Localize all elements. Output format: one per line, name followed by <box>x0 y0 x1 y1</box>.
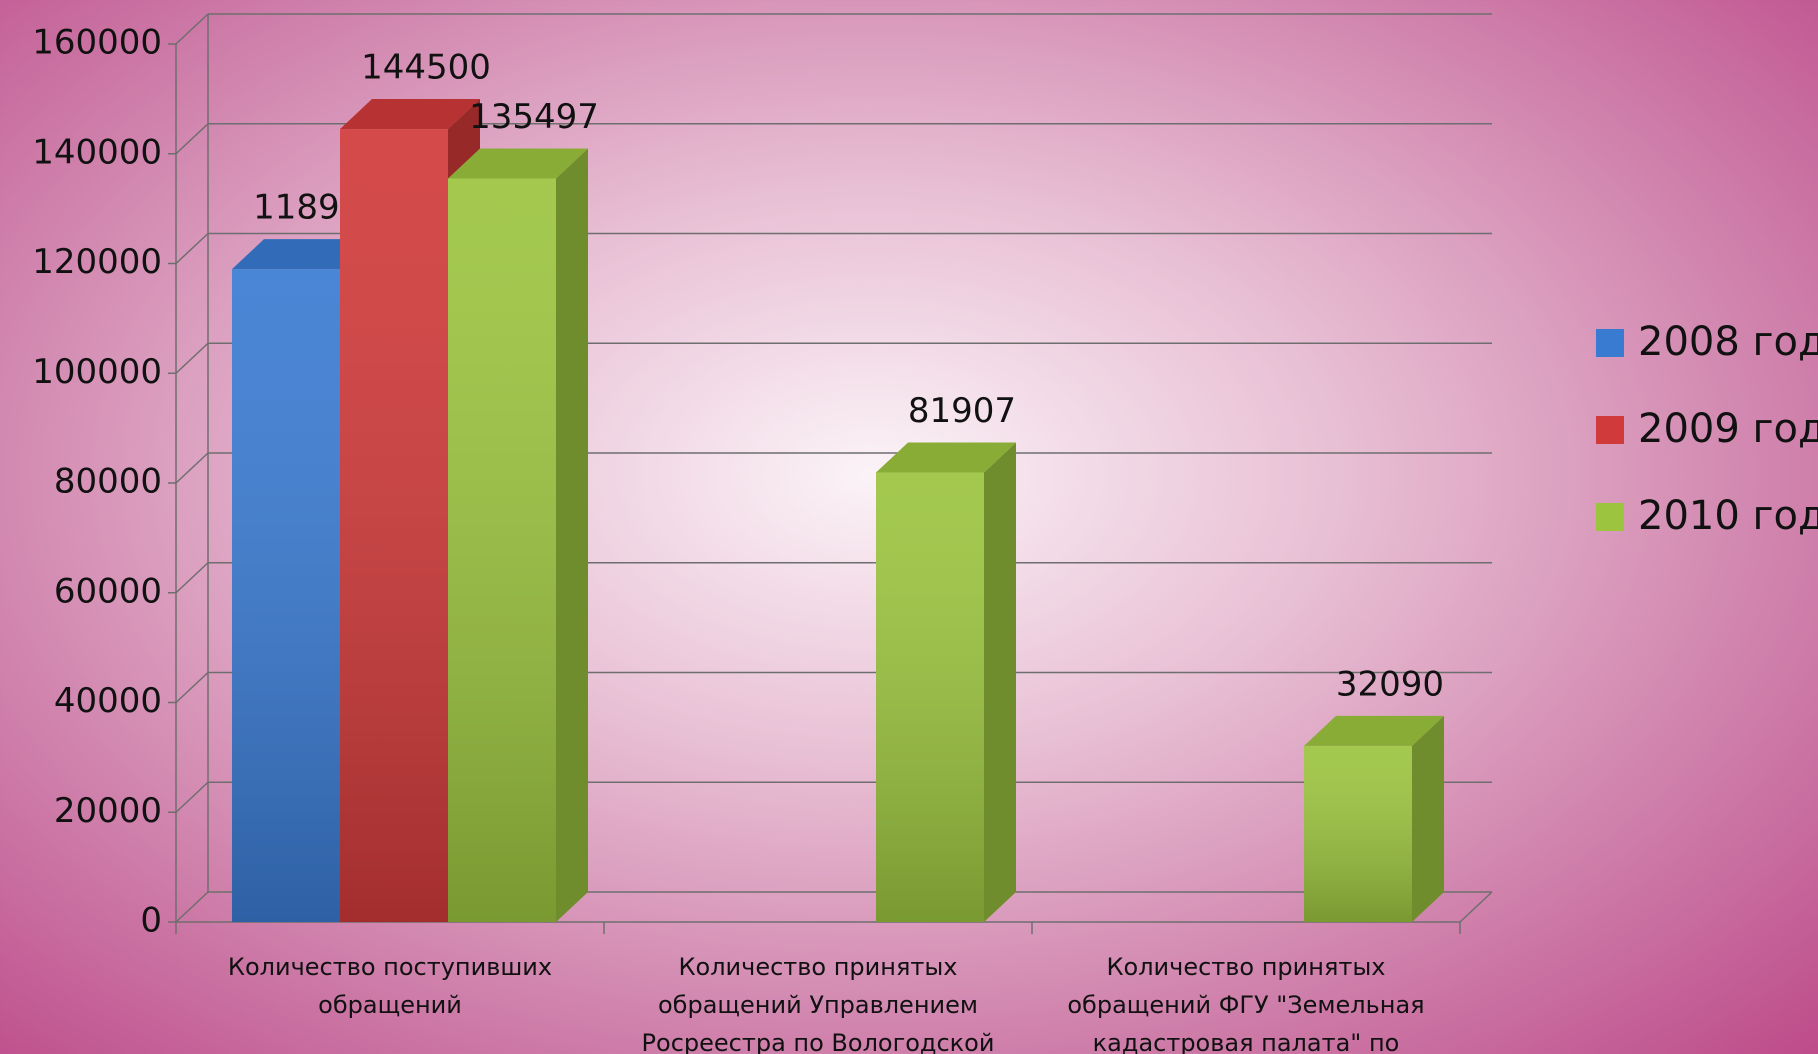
y-tick-label: 20000 <box>54 791 162 831</box>
data-label: 135497 <box>469 97 599 137</box>
bar-front-shade <box>876 472 984 922</box>
bar-side <box>984 442 1016 922</box>
grid-line-side <box>175 671 209 704</box>
legend-label: 2008 год <box>1638 319 1818 365</box>
legend-swatch <box>1596 329 1624 357</box>
grid-line-side <box>175 562 209 594</box>
grid-line-side <box>175 123 209 155</box>
grid-line-side <box>175 781 209 813</box>
bar-front-shade <box>448 178 556 922</box>
grid-line-side <box>175 452 209 484</box>
grid-line-side <box>175 13 209 45</box>
x-tick-label: Количество принятых обращений Управление… <box>641 953 995 1054</box>
y-tick-label: 100000 <box>32 352 162 392</box>
legend-label: 2010 год <box>1638 493 1818 539</box>
bar-side <box>556 148 588 922</box>
bar-front-shade <box>232 269 340 922</box>
y-tick-label: 160000 <box>32 23 162 63</box>
bar-side-shade <box>984 442 1016 922</box>
bar-front-shade <box>340 129 448 922</box>
bar-side-shade <box>556 148 588 922</box>
bar-top-shade <box>340 99 480 130</box>
x-tick-label: Количество принятых обращений ФГУ "Земел… <box>1067 953 1425 1054</box>
x-tick-label: Количество поступивших обращений <box>227 953 553 1019</box>
bar-top <box>876 442 1016 473</box>
bar-side <box>1412 715 1444 922</box>
bar-top-shade <box>1304 715 1444 746</box>
y-tick-label: 140000 <box>32 132 162 172</box>
legend-swatch <box>1596 503 1624 531</box>
bar-top-shade <box>876 442 1016 473</box>
floor-edge <box>1459 891 1493 923</box>
grid-line-side <box>175 891 209 923</box>
bar-top <box>1304 715 1444 746</box>
y-tick-label: 80000 <box>54 462 162 502</box>
grid-line-side <box>175 342 209 374</box>
bar-top <box>448 148 588 179</box>
y-tick-label: 40000 <box>54 681 162 721</box>
bar-top <box>232 239 372 270</box>
bar-top-shade <box>448 148 588 179</box>
y-tick-label: 60000 <box>54 571 162 611</box>
data-label: 81907 <box>908 391 1016 431</box>
bar-top-shade <box>232 239 372 270</box>
grid-line-side <box>175 232 209 265</box>
bar-front-shade <box>1304 745 1412 922</box>
data-label: 144500 <box>361 48 491 88</box>
bar-top <box>340 99 480 130</box>
y-tick-label: 0 <box>140 901 162 941</box>
legend-swatch <box>1596 416 1624 444</box>
data-label: 32090 <box>1336 664 1444 704</box>
legend-label: 2009 год <box>1638 406 1818 452</box>
bar-side-shade <box>1412 715 1444 922</box>
y-tick-label: 120000 <box>32 242 162 282</box>
